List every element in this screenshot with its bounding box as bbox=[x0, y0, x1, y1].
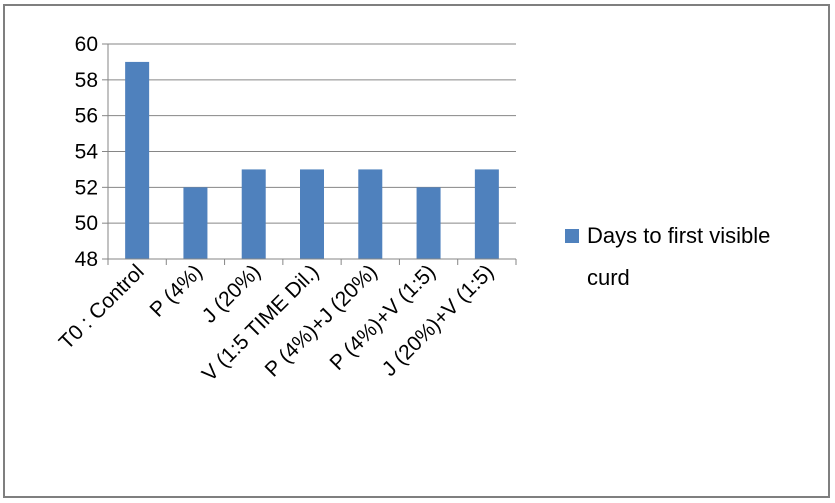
gridlines bbox=[108, 43, 516, 224]
bar bbox=[358, 169, 383, 259]
y-tick-label: 60 bbox=[75, 33, 98, 56]
y-tick-label: 54 bbox=[75, 141, 99, 164]
y-tick-label: 58 bbox=[75, 69, 98, 92]
legend: Days to first visible curd bbox=[565, 223, 770, 290]
bar bbox=[300, 169, 324, 259]
axes bbox=[102, 43, 517, 265]
bar bbox=[416, 187, 441, 259]
y-tick-label: 50 bbox=[75, 212, 98, 235]
y-tick-labels: 48 50 52 54 56 58 60 bbox=[75, 33, 99, 271]
y-tick-label: 52 bbox=[75, 176, 98, 199]
bar bbox=[183, 187, 208, 259]
bars bbox=[125, 61, 499, 259]
legend-label-line1: Days to first visible bbox=[587, 223, 770, 248]
bar bbox=[125, 61, 150, 259]
y-tick-label: 56 bbox=[75, 105, 98, 128]
legend-swatch bbox=[565, 229, 579, 243]
bar bbox=[474, 169, 499, 259]
bar bbox=[241, 169, 266, 259]
x-tick-label: P (4%)+V (1:5) bbox=[325, 260, 440, 375]
y-tick-label: 48 bbox=[75, 248, 98, 271]
x-tick-label: T0 : Control bbox=[55, 260, 149, 354]
legend-label-line2: curd bbox=[587, 265, 630, 290]
